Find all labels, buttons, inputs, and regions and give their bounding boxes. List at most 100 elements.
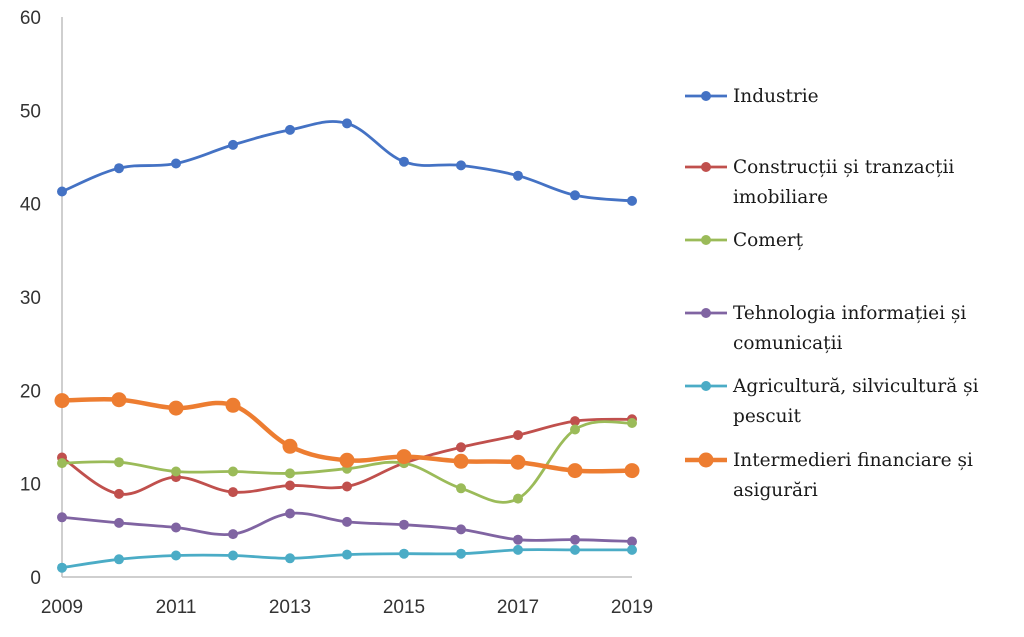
data-point [114, 517, 124, 528]
y-tick-label: 10 [20, 475, 41, 496]
y-tick-label: 50 [20, 101, 41, 122]
data-point [456, 548, 466, 559]
x-tick-label: 2015 [383, 597, 425, 618]
data-point [627, 418, 637, 428]
x-tick-label: 2019 [611, 597, 653, 618]
legend-swatch-marker [701, 162, 711, 172]
data-point [570, 190, 580, 201]
data-point [513, 534, 523, 545]
x-axis-ticks: 2009 2011 2013 2015 2017 2019 [41, 597, 653, 618]
legend-label: pescuit [733, 406, 801, 427]
data-point [624, 463, 640, 479]
data-point [456, 160, 466, 171]
data-point [228, 466, 238, 477]
legend-item: Intermedieri financiare și asigurări [685, 450, 973, 501]
data-point [399, 519, 409, 530]
data-point [285, 124, 295, 135]
legend-item: Construcții și tranzacții imobiliare [685, 157, 954, 208]
data-point [114, 457, 124, 468]
data-point [627, 544, 637, 555]
legend: Industrie Construcții și tranzacții imobil… [685, 86, 979, 501]
legend-swatch-marker [701, 91, 711, 101]
legend-item: Agricultură, silvicultură și pescuit [685, 376, 979, 427]
x-tick-label: 2011 [156, 597, 197, 618]
data-point [228, 529, 238, 540]
data-point [456, 442, 466, 453]
data-point [57, 458, 67, 469]
data-point [570, 534, 580, 545]
y-tick-label: 20 [20, 381, 41, 402]
data-point [114, 554, 124, 565]
series-line [57, 118, 637, 206]
data-point [342, 481, 352, 492]
y-tick-label: 30 [20, 288, 41, 309]
legend-label: Industrie [733, 86, 819, 107]
legend-label: asigurări [733, 480, 818, 501]
data-point [54, 393, 70, 409]
legend-label: comunicații [733, 333, 843, 354]
data-point [456, 483, 466, 494]
data-point [513, 170, 523, 181]
data-point [285, 468, 295, 479]
data-point [453, 453, 469, 469]
data-point [627, 195, 637, 206]
data-point [171, 466, 181, 477]
data-point [396, 449, 412, 465]
axes [61, 17, 632, 578]
data-point [513, 430, 523, 441]
data-point [57, 512, 67, 523]
legend-label: imobiliare [733, 187, 828, 208]
series-line [57, 418, 637, 504]
data-point [171, 158, 181, 169]
legend-label: Comerț [733, 230, 804, 251]
data-point [114, 163, 124, 174]
legend-swatch-marker [701, 235, 711, 245]
data-point [342, 118, 352, 129]
legend-swatch-marker [701, 381, 711, 391]
legend-label: Intermedieri financiare și [733, 450, 973, 471]
data-point [228, 550, 238, 561]
data-point [171, 550, 181, 561]
series-group [54, 118, 640, 573]
data-point [282, 438, 298, 454]
series-line [57, 544, 637, 573]
data-point [399, 548, 409, 559]
legend-swatch-marker [698, 452, 714, 468]
y-tick-label: 0 [30, 568, 41, 589]
data-point [570, 544, 580, 555]
series-line [54, 392, 640, 479]
data-point [570, 416, 580, 427]
data-point [339, 452, 355, 468]
data-point [228, 487, 238, 498]
data-point [570, 424, 580, 435]
data-point [513, 544, 523, 555]
data-point [342, 549, 352, 560]
data-point [168, 400, 184, 416]
data-point [510, 454, 526, 470]
series-path [60, 120, 634, 203]
data-point [399, 156, 409, 167]
data-point [57, 562, 67, 573]
data-point [171, 522, 181, 533]
y-tick-label: 40 [20, 195, 41, 216]
legend-label: Tehnologia informației și [733, 303, 966, 324]
legend-label: Agricultură, silvicultură și [732, 376, 979, 397]
legend-item: Industrie [685, 86, 819, 107]
data-point [111, 392, 127, 408]
series-line [57, 508, 637, 547]
data-point [513, 493, 523, 504]
y-tick-label: 60 [20, 8, 41, 29]
x-tick-label: 2009 [41, 597, 83, 618]
data-point [114, 488, 124, 499]
data-point [225, 397, 241, 413]
data-point [285, 508, 295, 519]
x-tick-label: 2013 [269, 597, 311, 618]
data-point [228, 139, 238, 150]
x-tick-label: 2017 [497, 597, 539, 618]
data-point [456, 524, 466, 535]
legend-swatch-marker [701, 308, 711, 318]
series-path [60, 420, 634, 504]
data-point [342, 516, 352, 527]
legend-item: Tehnologia informației și comunicații [685, 303, 966, 354]
